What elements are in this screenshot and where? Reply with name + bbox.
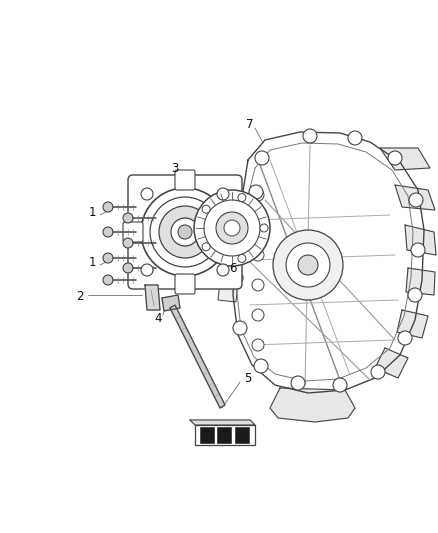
Circle shape — [217, 264, 229, 276]
Circle shape — [159, 206, 211, 258]
Circle shape — [178, 225, 192, 239]
Circle shape — [252, 279, 264, 291]
Circle shape — [123, 213, 133, 223]
Polygon shape — [145, 285, 160, 310]
Circle shape — [204, 200, 260, 256]
Circle shape — [229, 271, 243, 285]
Circle shape — [224, 220, 240, 236]
FancyBboxPatch shape — [128, 175, 242, 289]
Text: 1: 1 — [88, 206, 96, 219]
Circle shape — [255, 151, 269, 165]
Polygon shape — [162, 295, 180, 311]
Circle shape — [303, 129, 317, 143]
Circle shape — [260, 224, 268, 232]
Circle shape — [123, 263, 133, 273]
Circle shape — [103, 275, 113, 285]
Circle shape — [202, 205, 210, 213]
Circle shape — [291, 376, 305, 390]
Circle shape — [408, 288, 422, 302]
FancyBboxPatch shape — [123, 222, 143, 242]
Polygon shape — [380, 148, 430, 170]
Circle shape — [202, 243, 210, 251]
Bar — [200, 427, 214, 443]
Circle shape — [411, 243, 425, 257]
Polygon shape — [406, 268, 435, 295]
Text: 1: 1 — [88, 255, 96, 269]
Circle shape — [249, 185, 263, 199]
Circle shape — [141, 188, 153, 200]
Circle shape — [238, 254, 246, 262]
Circle shape — [252, 219, 264, 231]
Circle shape — [123, 238, 133, 248]
Circle shape — [252, 339, 264, 351]
Circle shape — [388, 151, 402, 165]
Circle shape — [238, 193, 246, 201]
Polygon shape — [170, 305, 225, 408]
Text: 4: 4 — [154, 311, 162, 325]
Circle shape — [371, 365, 385, 379]
Circle shape — [252, 249, 264, 261]
Circle shape — [141, 264, 153, 276]
Polygon shape — [218, 280, 238, 302]
Circle shape — [398, 331, 412, 345]
Circle shape — [252, 309, 264, 321]
FancyBboxPatch shape — [227, 222, 247, 242]
FancyBboxPatch shape — [175, 274, 195, 294]
Text: 2: 2 — [76, 290, 84, 303]
Polygon shape — [233, 132, 424, 393]
Circle shape — [348, 131, 362, 145]
Circle shape — [103, 253, 113, 263]
Circle shape — [286, 243, 330, 287]
Polygon shape — [405, 225, 436, 255]
Circle shape — [217, 188, 229, 200]
Circle shape — [141, 188, 229, 276]
Circle shape — [103, 202, 113, 212]
Circle shape — [103, 227, 113, 237]
Circle shape — [273, 230, 343, 300]
Circle shape — [216, 212, 248, 244]
FancyBboxPatch shape — [175, 170, 195, 190]
Circle shape — [233, 321, 247, 335]
Text: 7: 7 — [246, 118, 254, 132]
Text: 6: 6 — [229, 262, 237, 274]
Text: 3: 3 — [171, 161, 179, 174]
Circle shape — [254, 359, 268, 373]
Circle shape — [235, 225, 249, 239]
Text: 5: 5 — [244, 372, 252, 384]
Polygon shape — [375, 348, 408, 378]
Circle shape — [252, 189, 264, 201]
Polygon shape — [190, 420, 255, 425]
Polygon shape — [270, 388, 355, 422]
Circle shape — [171, 218, 199, 246]
Polygon shape — [395, 185, 435, 210]
Circle shape — [409, 193, 423, 207]
Circle shape — [194, 190, 270, 266]
Circle shape — [333, 378, 347, 392]
Bar — [235, 427, 249, 443]
Polygon shape — [397, 310, 428, 338]
Bar — [217, 427, 231, 443]
Circle shape — [150, 197, 220, 267]
Circle shape — [298, 255, 318, 275]
Polygon shape — [195, 425, 255, 445]
